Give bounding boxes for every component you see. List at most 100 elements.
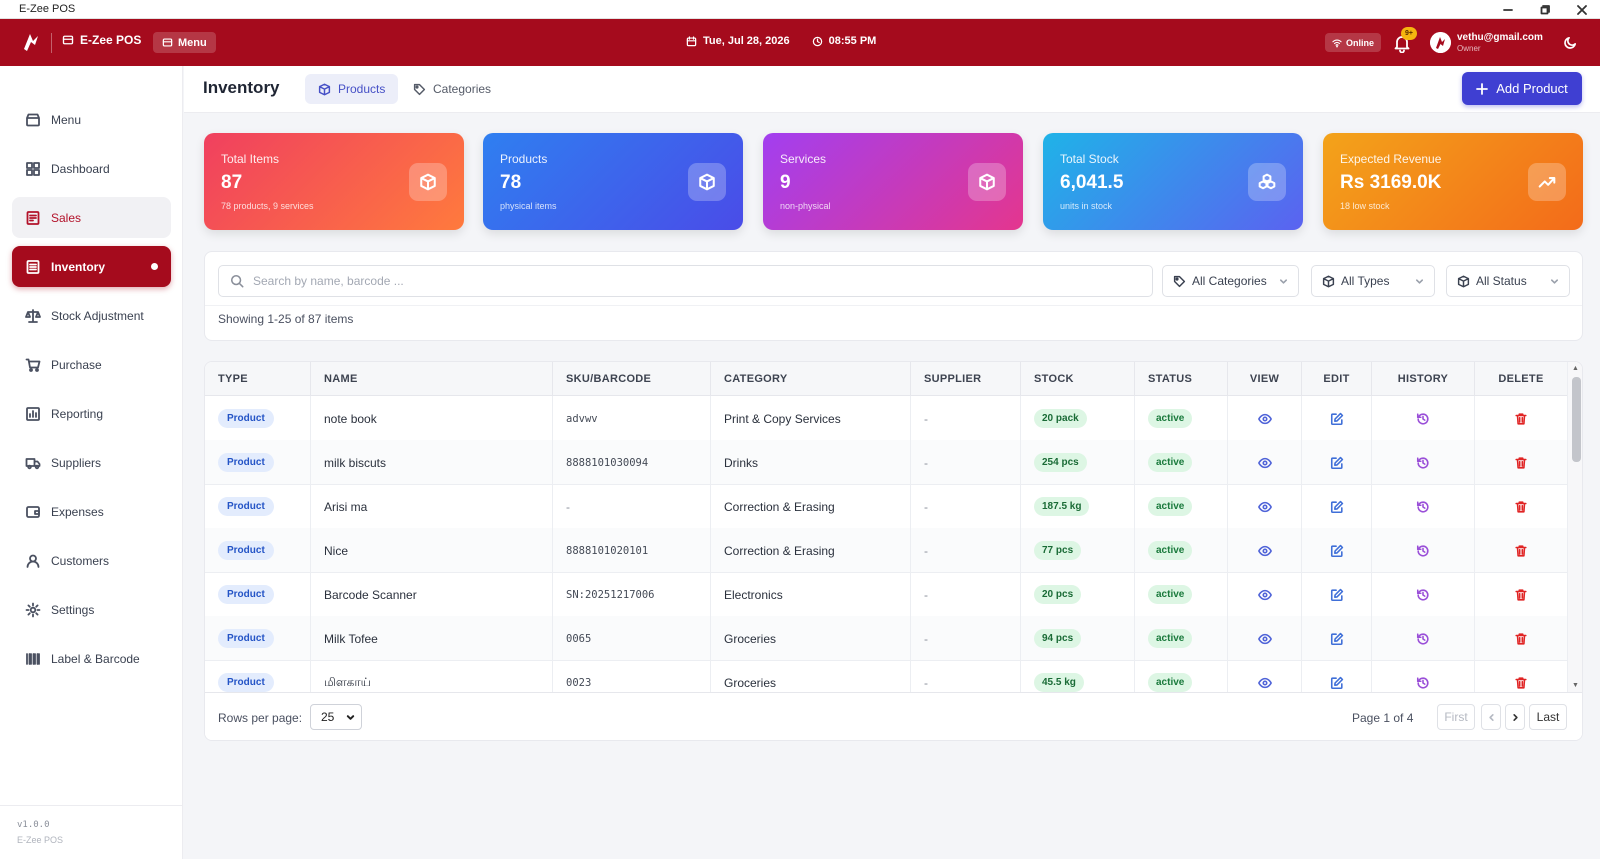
stat-value: Rs 3169.0K bbox=[1340, 172, 1442, 193]
column-header[interactable]: TYPE bbox=[205, 362, 311, 396]
table-row: Product Milk Tofee 0065 Groceries -94 pcs act… bbox=[205, 616, 1567, 661]
cell-supplier: - bbox=[911, 440, 1021, 485]
first-page-button[interactable]: First bbox=[1437, 704, 1475, 730]
sidebar-item-label: Settings bbox=[51, 602, 95, 617]
history-button[interactable] bbox=[1372, 396, 1475, 441]
scroll-up-icon[interactable]: ▲ bbox=[1572, 365, 1579, 372]
tab-products[interactable]: Products bbox=[305, 74, 399, 104]
restore-icon[interactable] bbox=[1526, 0, 1563, 19]
stat-subtitle: physical items bbox=[500, 201, 557, 211]
history-button[interactable] bbox=[1372, 484, 1475, 529]
menu-button[interactable]: Menu bbox=[153, 32, 216, 53]
delete-button[interactable] bbox=[1475, 484, 1567, 529]
view-button[interactable] bbox=[1228, 572, 1302, 617]
delete-button[interactable] bbox=[1475, 440, 1567, 485]
edit-button[interactable] bbox=[1302, 660, 1372, 692]
eye-icon bbox=[1257, 588, 1272, 602]
delete-button[interactable] bbox=[1475, 616, 1567, 661]
history-icon bbox=[1416, 500, 1430, 514]
sidebar-item-reporting[interactable]: Reporting bbox=[12, 393, 171, 434]
sidebar-item-settings[interactable]: Settings bbox=[12, 589, 171, 630]
column-header[interactable]: SKU/BARCODE bbox=[553, 362, 711, 396]
view-button[interactable] bbox=[1228, 440, 1302, 485]
stat-subtitle: 78 products, 9 services bbox=[221, 201, 314, 211]
sidebar-item-inventory[interactable]: Inventory bbox=[12, 246, 171, 287]
sidebar-item-suppliers[interactable]: Suppliers bbox=[12, 442, 171, 483]
stat-value: 78 bbox=[500, 172, 522, 193]
type-filter-select[interactable]: All Types bbox=[1311, 265, 1435, 297]
cell-stock: 45.5 kg bbox=[1021, 660, 1135, 692]
sidebar-item-label: Menu bbox=[51, 112, 82, 127]
delete-button[interactable] bbox=[1475, 660, 1567, 692]
sidebar-item-purchase[interactable]: Purchase bbox=[12, 344, 171, 385]
sidebar-item-dashboard[interactable]: Dashboard bbox=[12, 148, 171, 189]
delete-button[interactable] bbox=[1475, 528, 1567, 573]
add-product-button[interactable]: Add Product bbox=[1462, 72, 1582, 105]
delete-button[interactable] bbox=[1475, 396, 1567, 441]
history-button[interactable] bbox=[1372, 572, 1475, 617]
cell-type: Product bbox=[205, 572, 311, 617]
current-time: 08:55 PM bbox=[828, 35, 877, 47]
edit-button[interactable] bbox=[1302, 528, 1372, 573]
tag-icon bbox=[413, 83, 426, 95]
sidebar-item-customers[interactable]: Customers bbox=[12, 540, 171, 581]
table-scrollbar[interactable]: ▲ ▼ bbox=[1567, 362, 1582, 692]
column-header[interactable]: STOCK bbox=[1021, 362, 1135, 396]
search-input[interactable] bbox=[253, 274, 1133, 288]
status-filter-select[interactable]: All Status bbox=[1446, 265, 1570, 297]
sidebar-item-expenses[interactable]: Expenses bbox=[12, 491, 171, 532]
edit-button[interactable] bbox=[1302, 484, 1372, 529]
history-button[interactable] bbox=[1372, 440, 1475, 485]
category-filter-select[interactable]: All Categories bbox=[1162, 265, 1299, 297]
view-button[interactable] bbox=[1228, 528, 1302, 573]
cell-category: Electronics bbox=[711, 572, 911, 617]
column-header[interactable]: NAME bbox=[311, 362, 553, 396]
eye-icon bbox=[1257, 500, 1272, 514]
cell-supplier: - bbox=[911, 484, 1021, 529]
user-info[interactable]: vethu@gmail.com Owner bbox=[1457, 32, 1543, 54]
history-button[interactable] bbox=[1372, 660, 1475, 692]
column-header[interactable]: SUPPLIER bbox=[911, 362, 1021, 396]
sidebar-item-menu[interactable]: Menu bbox=[12, 99, 171, 140]
window-title-bar: E-Zee POS bbox=[0, 0, 1600, 19]
close-icon[interactable] bbox=[1563, 0, 1600, 19]
column-header[interactable]: STATUS bbox=[1135, 362, 1228, 396]
stock-badge: 45.5 kg bbox=[1034, 673, 1084, 692]
scrollbar-thumb[interactable] bbox=[1572, 377, 1581, 462]
sidebar-item-sales[interactable]: Sales bbox=[12, 197, 171, 238]
sidebar-item-label-barcode[interactable]: Label & Barcode bbox=[12, 638, 171, 679]
user-icon bbox=[26, 554, 40, 568]
stat-subtitle: units in stock bbox=[1060, 201, 1113, 211]
sidebar-item-stock-adjustment[interactable]: Stock Adjustment bbox=[12, 295, 171, 336]
edit-button[interactable] bbox=[1302, 572, 1372, 617]
page-title: Inventory bbox=[203, 78, 280, 97]
rows-per-page-select[interactable]: 25 bbox=[310, 704, 362, 730]
stat-label: Total Items bbox=[221, 152, 280, 166]
delete-button[interactable] bbox=[1475, 572, 1567, 617]
column-header: DELETE bbox=[1498, 373, 1544, 385]
edit-button[interactable] bbox=[1302, 440, 1372, 485]
column-header[interactable]: CATEGORY bbox=[711, 362, 911, 396]
view-button[interactable] bbox=[1228, 396, 1302, 441]
history-button[interactable] bbox=[1372, 528, 1475, 573]
history-button[interactable] bbox=[1372, 616, 1475, 661]
app-version: v1.0.0 bbox=[17, 820, 50, 830]
next-page-button[interactable] bbox=[1505, 704, 1525, 730]
cell-supplier: - bbox=[911, 396, 1021, 441]
last-page-button[interactable]: Last bbox=[1529, 704, 1567, 730]
edit-button[interactable] bbox=[1302, 616, 1372, 661]
add-product-label: Add Product bbox=[1496, 81, 1568, 96]
view-button[interactable] bbox=[1228, 484, 1302, 529]
view-button[interactable] bbox=[1228, 616, 1302, 661]
avatar[interactable] bbox=[1430, 32, 1451, 53]
minimize-icon[interactable] bbox=[1489, 0, 1526, 19]
moon-icon[interactable] bbox=[1563, 35, 1578, 50]
view-button[interactable] bbox=[1228, 660, 1302, 692]
type-badge: Product bbox=[218, 453, 274, 472]
cell-sku: 0065 bbox=[553, 616, 711, 661]
tab-categories[interactable]: Categories bbox=[400, 74, 504, 104]
scroll-down-icon[interactable]: ▼ bbox=[1572, 682, 1579, 689]
prev-page-button[interactable] bbox=[1481, 704, 1501, 730]
stat-value: 9 bbox=[780, 172, 791, 193]
edit-button[interactable] bbox=[1302, 396, 1372, 441]
